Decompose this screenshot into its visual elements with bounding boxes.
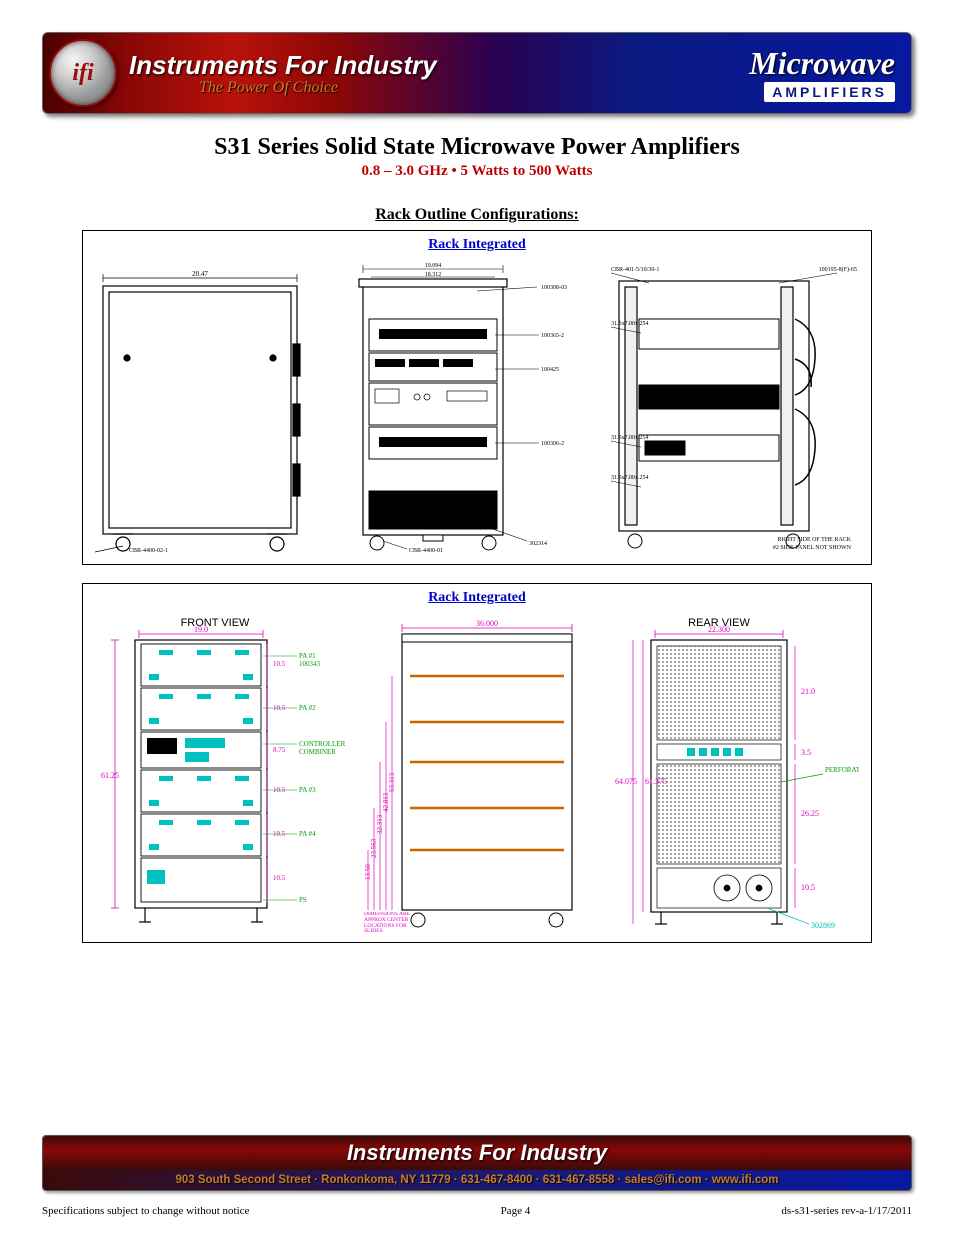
- dim-label: 31.5x7.00x.254: [611, 435, 649, 441]
- tag: PA #2: [299, 704, 316, 712]
- diagram2-title: Rack Integrated: [95, 590, 859, 606]
- part-label: 100365-2: [541, 333, 564, 339]
- part-label: 302314: [529, 541, 547, 547]
- dim-row-h: 10.5: [273, 660, 286, 668]
- diagram-box-2: Rack Integrated FRONT VIEW 19.0 61.25: [82, 583, 872, 943]
- dim-mid-w: 36.000: [476, 619, 498, 628]
- diagram-box-1: Rack Integrated: [82, 230, 872, 565]
- dim-v: 13.50: [364, 864, 372, 880]
- main-title: S31 Series Solid State Microwave Power A…: [42, 134, 912, 161]
- part-label: 100308-03: [541, 285, 567, 291]
- footer-right: ds-s31-series rev-a-1/17/2011: [781, 1205, 912, 1217]
- tag: 100343: [299, 660, 321, 668]
- dim-top-w: 20.47: [192, 270, 208, 278]
- dim-front-h: 61.25: [101, 771, 119, 780]
- dim-rear-w: 22.300: [708, 625, 730, 634]
- banner-right-badge: AMPLIFIERS: [764, 82, 895, 102]
- rear-part: 302869: [811, 921, 835, 930]
- dim-row-h: 8.75: [273, 746, 286, 754]
- side-note: RIGHT SIDE OF THE RACK: [778, 537, 852, 543]
- part-label: CBR-401-5/10/30-1: [611, 267, 659, 273]
- tag: PA #1: [299, 652, 316, 660]
- dim-label: 18.312: [425, 272, 442, 278]
- page-footer: Specifications subject to change without…: [42, 1205, 912, 1217]
- front-view: FRONT VIEW 19.0 61.25: [95, 612, 345, 932]
- section-heading: Rack Outline Configurations:: [42, 206, 912, 224]
- part-label: CBR-4400-02-1: [129, 548, 168, 554]
- tag: PA #4: [299, 830, 316, 838]
- dim-rear-mid: 26.25: [801, 809, 819, 818]
- side-view: 36.000: [362, 612, 592, 932]
- banner-title: Instruments For Industry: [129, 50, 437, 81]
- dim-front-w: 19.0: [194, 625, 208, 634]
- tag: PS: [299, 896, 307, 904]
- banner-right-title: Microwave: [749, 45, 895, 82]
- tag: COMBINER: [299, 748, 336, 756]
- banner-subtitle: The Power Of Choice: [129, 79, 437, 97]
- side-note: #2 SIDE PANEL NOT SHOWN: [773, 545, 852, 551]
- dim-label: 31.5x7.00x.254: [611, 321, 649, 327]
- dim-note: DIMENSIONS ARE APPROX CENTER LOCATIONS F…: [364, 912, 424, 932]
- dim-v: 42.813: [382, 792, 390, 812]
- front-view-label: FRONT VIEW: [181, 617, 250, 629]
- dim-rear-top: 21.0: [801, 687, 815, 696]
- part-label: 100195-8(F)-65: [819, 266, 857, 273]
- logo-icon: ifi: [49, 39, 117, 107]
- dim-rear-ctl: 3.5: [801, 748, 811, 757]
- dim-rear-h2: 61.375: [645, 777, 667, 786]
- footer-contact: 903 South Second Street · Ronkonkoma, NY…: [43, 1170, 911, 1190]
- dim-v: 23.563: [370, 838, 378, 858]
- footer-left: Specifications subject to change without…: [42, 1205, 249, 1217]
- footer-title: Instruments For Industry: [43, 1136, 911, 1170]
- rear-view: REAR VIEW 22.300: [609, 612, 859, 932]
- header-banner: ifi Instruments For Industry The Power O…: [42, 32, 912, 114]
- dim-v: 53.313: [388, 772, 396, 792]
- tag: PA #3: [299, 786, 316, 794]
- dim-label: 31.5x7.00x.254: [611, 475, 649, 481]
- rack-open-side: CBR-401-5/10/30-1 100195-8(F)-65 31.5x7.…: [609, 259, 859, 554]
- part-label: 100425: [541, 367, 559, 373]
- dim-rear-h1: 64.075: [615, 777, 637, 786]
- rear-tag: PERFORATED PANEL: [825, 766, 859, 774]
- diagram1-title: Rack Integrated: [95, 237, 859, 253]
- rack-front-modules: 19.094 18.312: [327, 259, 587, 554]
- dim-rear-bot: 10.5: [801, 883, 815, 892]
- dim-row-h: 10.5: [273, 874, 286, 882]
- dim-v: 32.313: [376, 814, 384, 834]
- tag: CONTROLLER: [299, 740, 345, 748]
- part-label: 100306-2: [541, 441, 564, 447]
- footer-center: Page 4: [501, 1205, 531, 1217]
- dim-label: 19.094: [425, 263, 442, 269]
- footer-banner: Instruments For Industry 903 South Secon…: [42, 1135, 912, 1191]
- part-label: CBR-4400-01: [409, 548, 443, 554]
- rack-side-view: 20.47 CBR-4400-02-1: [95, 264, 305, 554]
- sub-title: 0.8 – 3.0 GHz • 5 Watts to 500 Watts: [42, 163, 912, 180]
